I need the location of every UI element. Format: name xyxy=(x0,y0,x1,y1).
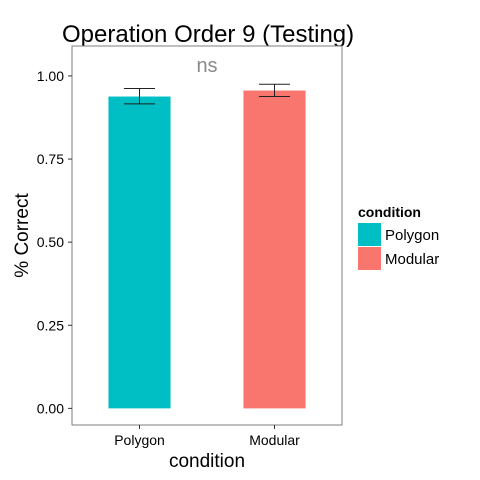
significance-annotation: ns xyxy=(196,55,217,77)
chart-title: Operation Order 9 (Testing) xyxy=(62,21,354,48)
legend-label-modular: Modular xyxy=(385,251,439,268)
x-tick-label-modular: Modular xyxy=(249,432,300,448)
legend: condition Polygon Modular xyxy=(358,204,439,270)
error-bar-modular xyxy=(258,83,291,98)
legend-swatch-modular xyxy=(358,247,381,270)
x-tick-label-polygon: Polygon xyxy=(114,432,165,448)
legend-label-polygon: Polygon xyxy=(385,227,439,244)
x-axis-title: condition xyxy=(169,451,245,472)
y-tick-label: 0.75 xyxy=(37,151,64,167)
y-tick-label: 0.00 xyxy=(37,400,64,416)
y-tick-label: 0.50 xyxy=(37,234,64,250)
legend-swatch-polygon xyxy=(358,223,381,246)
y-tick-label: 0.25 xyxy=(37,317,64,333)
bars-group xyxy=(108,90,306,409)
x-axis: Polygon Modular xyxy=(114,425,300,448)
error-bars-group xyxy=(123,83,291,105)
error-bar-polygon xyxy=(123,88,156,105)
y-axis: 0.00 0.25 0.50 0.75 1.00 xyxy=(37,68,72,416)
y-tick-label: 1.00 xyxy=(37,68,64,84)
y-axis-title: % Correct xyxy=(12,193,33,278)
bar-polygon xyxy=(108,96,171,409)
bar-modular xyxy=(243,90,306,409)
legend-title: condition xyxy=(358,204,421,220)
